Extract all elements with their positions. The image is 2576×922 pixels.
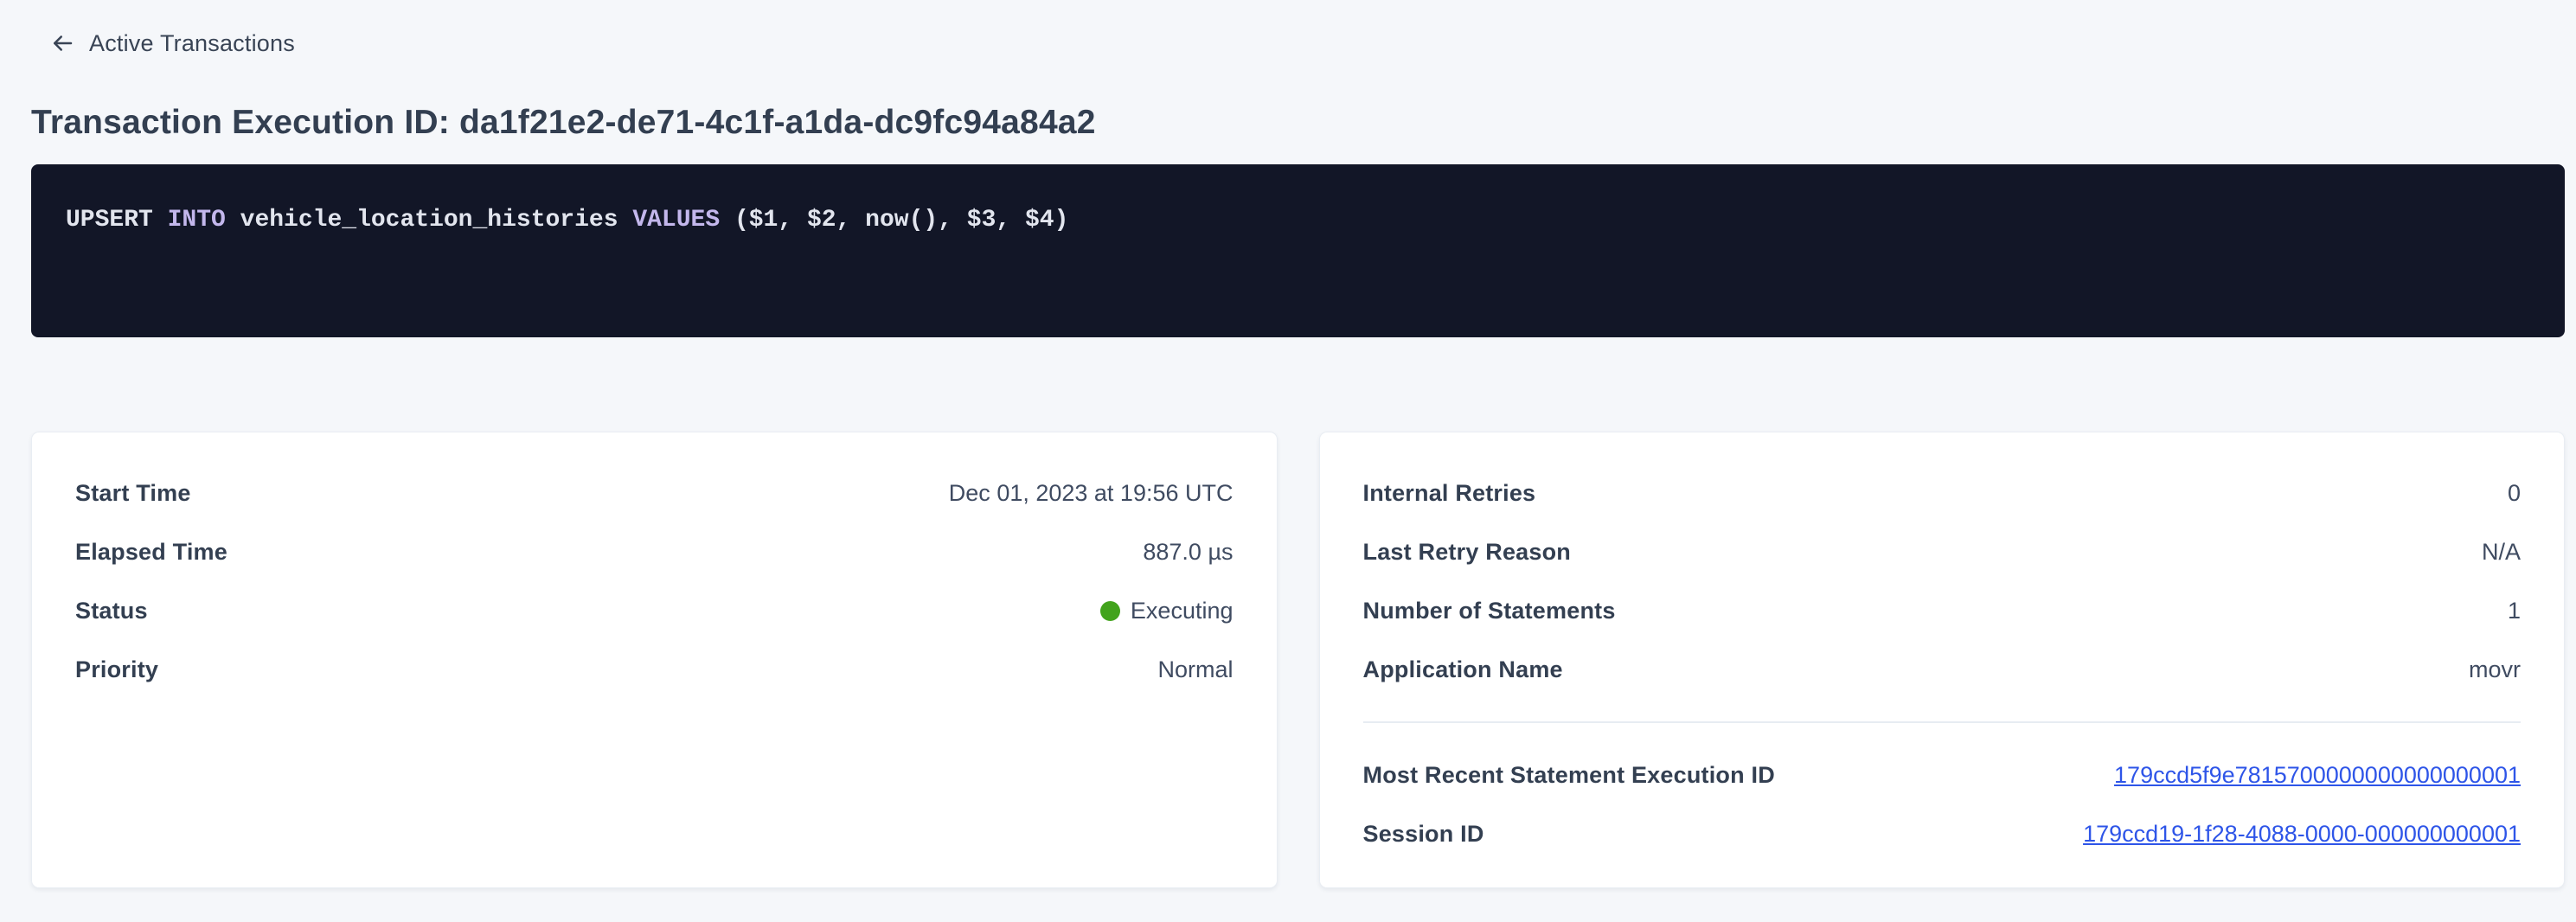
detail-row-most-recent-statement-execution-id: Most Recent Statement Execution ID 179cc… (1363, 746, 2522, 804)
transaction-metadata-card: Internal Retries 0 Last Retry Reason N/A… (1318, 432, 2565, 888)
detail-value: 0 (2507, 479, 2521, 506)
sql-token: UPSERT (66, 207, 168, 234)
transaction-summary-card: Start Time Dec 01, 2023 at 19:56 UTC Ela… (31, 432, 1278, 888)
detail-row-priority: Priority Normal (75, 640, 1234, 699)
detail-label: Most Recent Statement Execution ID (1362, 761, 1775, 788)
detail-row-application-name: Application Name movr (1363, 640, 2522, 699)
sql-token: ($1, $2, now(), $3, $4) (734, 207, 1069, 234)
detail-label: Last Retry Reason (1362, 538, 1571, 565)
status-executing-dot (1099, 600, 1120, 621)
sql-keyword: VALUES (632, 207, 734, 234)
detail-value: 1 (2507, 597, 2521, 624)
detail-value: Dec 01, 2023 at 19:56 UTC (948, 479, 1234, 506)
sql-statement: UPSERT INTO vehicle_location_histories V… (66, 206, 2530, 235)
detail-label: Elapsed Time (75, 538, 227, 565)
detail-value: 887.0 µs (1143, 538, 1234, 565)
detail-label: Priority (75, 656, 159, 682)
page-title: Transaction Execution ID: da1f21e2-de71-… (31, 104, 1096, 141)
detail-row-last-retry-reason: Last Retry Reason N/A (1363, 522, 2522, 581)
detail-label: Application Name (1362, 656, 1563, 682)
status-badge: Executing (1099, 597, 1234, 624)
detail-value: Normal (1157, 656, 1234, 682)
back-to-active-transactions-link[interactable]: Active Transactions (49, 30, 295, 57)
detail-value: movr (2469, 656, 2521, 682)
card-divider (1362, 721, 2521, 723)
summary-cards: Start Time Dec 01, 2023 at 19:56 UTC Ela… (31, 432, 2565, 888)
detail-row-status: Status Executing (75, 581, 1234, 640)
detail-row-elapsed-time: Elapsed Time 887.0 µs (75, 522, 1234, 581)
detail-row-start-time: Start Time Dec 01, 2023 at 19:56 UTC (75, 464, 1234, 522)
status-text: Executing (1130, 597, 1234, 624)
transaction-details-page: Active Transactions Transaction Executio… (31, 29, 2565, 888)
session-id-link[interactable]: 179ccd19-1f28-4088-0000-000000000001 (2083, 820, 2521, 847)
detail-label: Session ID (1362, 820, 1484, 847)
detail-label: Number of Statements (1362, 597, 1616, 624)
breadcrumb: Active Transactions (49, 29, 2565, 57)
sql-keyword: INTO (167, 207, 240, 234)
detail-label: Internal Retries (1362, 479, 1536, 506)
back-link-label: Active Transactions (89, 29, 295, 56)
detail-value: N/A (2481, 538, 2521, 565)
statement-execution-id-link[interactable]: 179ccd5f9e7815700000000000000001 (2114, 761, 2521, 788)
sql-statement-box: UPSERT INTO vehicle_location_histories V… (31, 164, 2565, 337)
detail-row-number-of-statements: Number of Statements 1 (1363, 581, 2522, 640)
detail-label: Start Time (75, 479, 191, 506)
detail-row-session-id: Session ID 179ccd19-1f28-4088-0000-00000… (1363, 804, 2522, 863)
detail-label: Status (75, 597, 148, 624)
detail-row-internal-retries: Internal Retries 0 (1363, 464, 2522, 522)
sql-table-name: vehicle_location_histories (240, 207, 633, 234)
arrow-left-icon (49, 30, 75, 56)
